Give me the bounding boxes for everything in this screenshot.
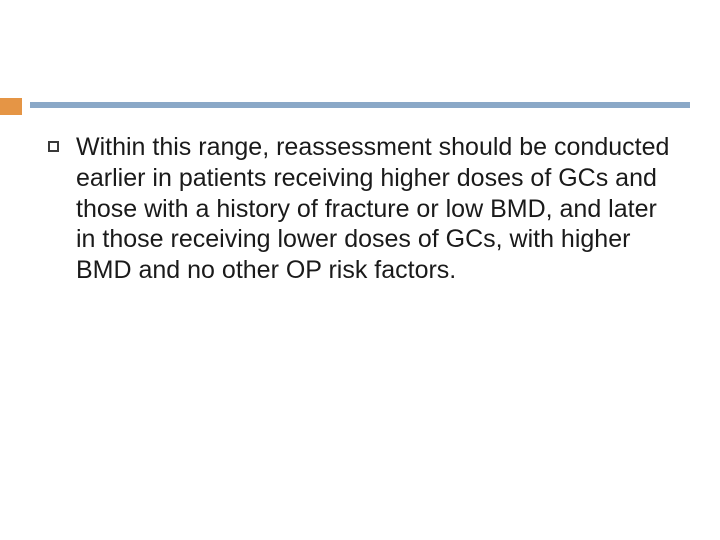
slide: Within this range, reassessment should b…: [0, 0, 720, 540]
content-area: Within this range, reassessment should b…: [48, 132, 680, 286]
list-item: Within this range, reassessment should b…: [48, 132, 680, 286]
accent-tab: [0, 98, 22, 115]
square-bullet-icon: [48, 141, 59, 152]
bullet-text: Within this range, reassessment should b…: [76, 132, 680, 286]
bullet-marker: [48, 132, 76, 152]
divider-bar: [30, 102, 690, 108]
